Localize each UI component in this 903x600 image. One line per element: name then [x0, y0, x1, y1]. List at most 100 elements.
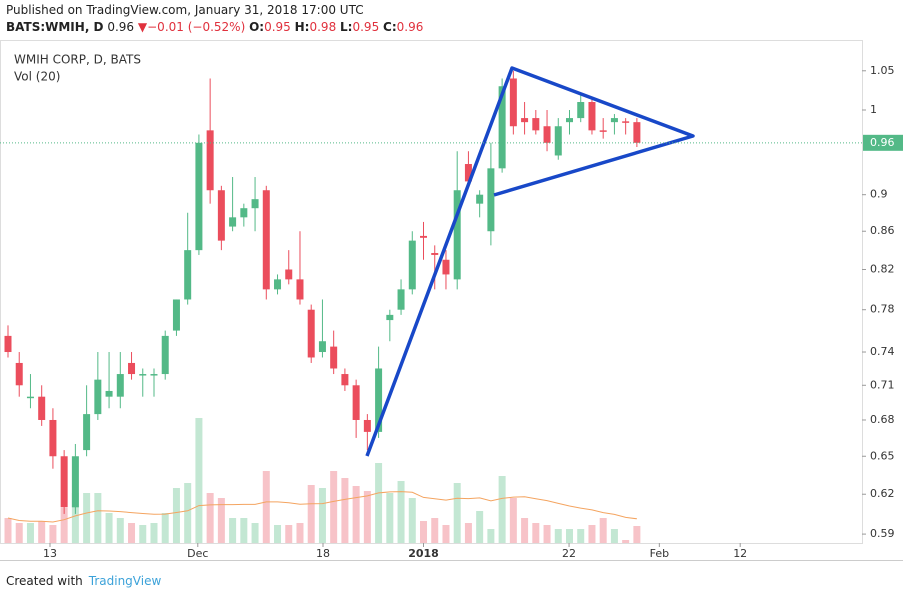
- candle-body: [363, 419, 371, 432]
- volume-bar: [206, 493, 214, 543]
- triangle-drawing: [365, 66, 695, 457]
- candle-body: [566, 118, 573, 123]
- y-tick-label: 0.86: [870, 224, 895, 237]
- price: 0.96: [107, 20, 135, 34]
- candle-body: [633, 122, 641, 143]
- volume-bar: [453, 483, 461, 543]
- candle-body: [610, 118, 618, 123]
- candle-body: [397, 289, 405, 310]
- y-tick-label: 0.82: [870, 263, 895, 276]
- candle-body: [71, 456, 79, 508]
- volume-bar: [464, 523, 472, 543]
- down-arrow: ▼: [137, 20, 148, 34]
- candle-body: [420, 235, 428, 238]
- candle-body: [83, 414, 91, 451]
- candle-body: [251, 199, 259, 209]
- volume-bar: [161, 513, 169, 543]
- c-value: 0.96: [396, 20, 424, 34]
- candle-body: [341, 374, 349, 386]
- header: Published on TradingView.com, January 31…: [6, 2, 423, 36]
- candle-body: [577, 102, 585, 119]
- candle-body: [464, 164, 472, 182]
- candle-body: [318, 341, 326, 353]
- volume-bar: [116, 518, 124, 543]
- candle-body: [285, 269, 293, 280]
- volume-bar: [307, 485, 315, 543]
- candle-body: [622, 121, 630, 123]
- volume-label: Vol (20): [14, 70, 60, 84]
- volume-bar: [296, 523, 304, 543]
- candle-body: [49, 419, 57, 457]
- candle-body: [509, 78, 517, 127]
- h-label: H:: [294, 20, 310, 34]
- y-tick-label: 1: [870, 103, 877, 116]
- x-tick-label: Dec: [187, 547, 208, 560]
- candle-body: [498, 86, 506, 169]
- volume-bar: [49, 525, 57, 543]
- volume: [4, 418, 641, 543]
- volume-bar: [195, 418, 203, 543]
- x-tick-label: Feb: [650, 547, 669, 560]
- candle-body: [274, 279, 282, 290]
- volume-bar: [363, 491, 371, 543]
- volume-bar: [610, 529, 618, 543]
- candle-body: [532, 118, 540, 131]
- candle-body: [487, 168, 495, 232]
- candle-body: [229, 217, 237, 227]
- candle-body: [599, 130, 607, 132]
- volume-bar: [577, 529, 585, 543]
- volume-bar: [386, 493, 394, 543]
- last-price-label: 0.96: [870, 136, 895, 149]
- volume-bar: [4, 518, 12, 543]
- x-tick-label: 13: [43, 547, 57, 560]
- candle-body: [442, 259, 450, 275]
- volume-bar: [375, 463, 383, 543]
- volume-bar: [633, 526, 641, 543]
- volume-bar: [554, 529, 562, 543]
- candle-body: [262, 190, 270, 290]
- volume-bar: [588, 525, 596, 543]
- y-tick-label: 0.74: [870, 345, 895, 358]
- y-tick-label: 0.62: [870, 487, 895, 500]
- candle-body: [38, 396, 46, 420]
- candles: [4, 70, 641, 514]
- candle-body: [408, 240, 416, 290]
- x-tick-label: 12: [733, 547, 747, 560]
- plot-frame: [0, 40, 863, 544]
- volume-bar: [26, 523, 34, 543]
- volume-bar: [83, 493, 91, 543]
- volume-bar: [341, 478, 349, 543]
- quote-line: BATS:WMIH, D 0.96 ▼−0.01 (−0.52%) O:0.95…: [6, 19, 423, 36]
- volume-bar: [240, 518, 248, 543]
- candle-body: [195, 142, 203, 251]
- volume-bar: [476, 511, 484, 543]
- volume-bar: [532, 523, 540, 543]
- y-tick-label: 0.65: [870, 449, 895, 462]
- y-tick-label: 0.9: [870, 188, 888, 201]
- volume-bar: [566, 529, 573, 543]
- candle-body: [4, 335, 12, 353]
- volume-bar: [184, 483, 192, 543]
- candle-body: [60, 456, 68, 508]
- volume-bar: [229, 518, 237, 543]
- candle-body: [217, 190, 225, 241]
- candle-body: [296, 279, 304, 300]
- candle-body: [172, 299, 180, 331]
- volume-bar: [397, 481, 405, 543]
- candle-body: [476, 194, 484, 204]
- volume-bar: [262, 471, 270, 543]
- candle-body: [26, 396, 34, 399]
- volume-bar: [128, 523, 136, 543]
- candle-body: [431, 253, 439, 255]
- y-tick-label: 0.71: [870, 378, 895, 391]
- brand: TradingView: [88, 574, 162, 588]
- volume-bar: [285, 525, 293, 543]
- y-tick-label: 1.05: [870, 64, 895, 77]
- candle-body: [521, 118, 529, 123]
- candle-body: [184, 250, 192, 300]
- symbol: BATS:WMIH, D: [6, 20, 104, 34]
- candle-body: [116, 374, 124, 397]
- x-tick-label: 2018: [408, 547, 439, 560]
- grid: 0.59 0.62 0.65 0.68 0.71 0.74 0.78 0.82 0.86 0.9 1…: [43, 64, 894, 560]
- volume-bar: [352, 486, 360, 543]
